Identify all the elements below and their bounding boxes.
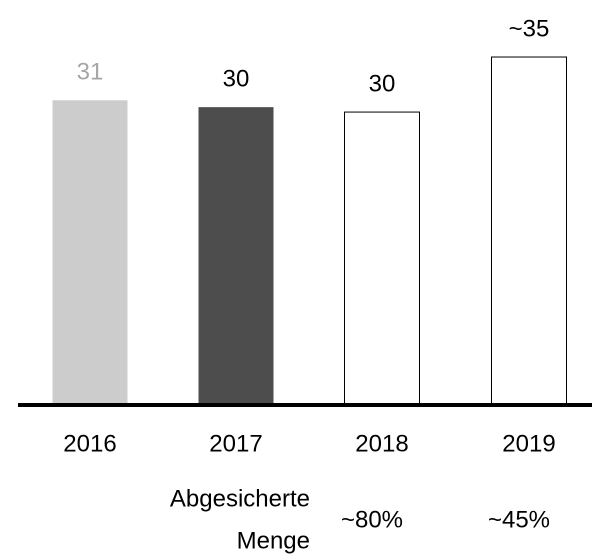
value-label: 30 (369, 70, 396, 97)
row-title: Menge (237, 527, 310, 554)
bar (52, 100, 128, 405)
value-label: ~35 (509, 15, 550, 42)
share-label: ~80% (341, 506, 403, 533)
row-title: Abgesicherte (170, 485, 310, 512)
x-tick-label: 2019 (502, 430, 555, 457)
x-tick-label: 2016 (63, 430, 116, 457)
x-tick-label: 2017 (209, 430, 262, 457)
bar (344, 111, 420, 406)
bar (198, 107, 274, 405)
bar (491, 56, 567, 406)
share-label: ~45% (488, 506, 550, 533)
value-label: 30 (223, 65, 250, 92)
value-label: 31 (77, 59, 104, 86)
x-tick-label: 2018 (355, 430, 408, 457)
